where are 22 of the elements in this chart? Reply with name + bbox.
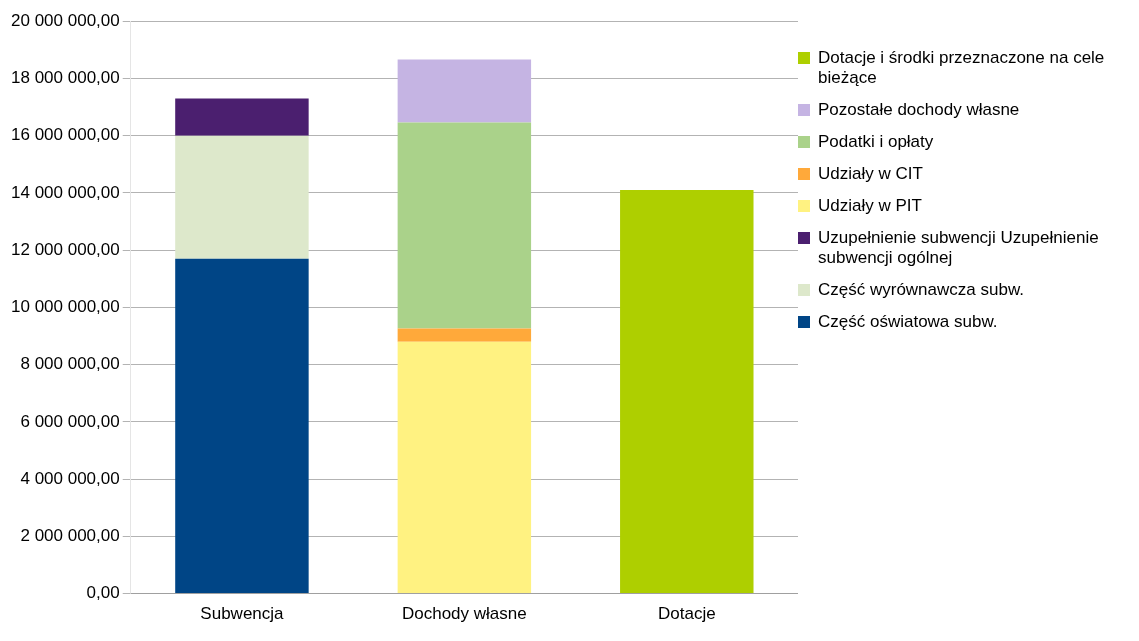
legend-label: Podatki i opłaty [818, 132, 934, 152]
y-tick-label: 4 000 000,00 [20, 468, 120, 488]
legend-label: Udziały w PIT [818, 196, 922, 216]
y-tick-label: 16 000 000,00 [11, 125, 120, 145]
y-tick-label: 12 000 000,00 [11, 239, 120, 259]
y-tick-label: 8 000 000,00 [20, 354, 120, 374]
x-tick-label: Dochody własne [401, 604, 527, 624]
legend-label: Dotacje i środki przeznaczone na cele bieżące [818, 48, 1106, 88]
legend-label: Uzupełnienie subwencji Uzupełnienie subwencji ogólnej [818, 228, 1100, 268]
y-tick-label: 10 000 000,00 [11, 297, 120, 317]
legend-label: Pozostałe dochody własne [818, 100, 1020, 120]
y-tick-label: 20 000 000,00 [11, 10, 120, 30]
legend-label: Część wyrównawcza subw. [818, 280, 1024, 300]
y-tick-label: 6 000 000,00 [20, 411, 120, 431]
y-tick-label: 14 000 000,00 [11, 182, 120, 202]
x-tick-label: Dotacje [657, 604, 716, 624]
x-tick-label: Subwencja [200, 604, 285, 624]
y-tick-label: 2 000 000,00 [20, 526, 120, 546]
y-tick-label: 0,00 [86, 583, 120, 603]
legend-label: Część oświatowa subw. [818, 312, 998, 332]
legend-label: Udziały w CIT [818, 164, 923, 184]
y-tick-label: 18 000 000,00 [11, 68, 120, 88]
